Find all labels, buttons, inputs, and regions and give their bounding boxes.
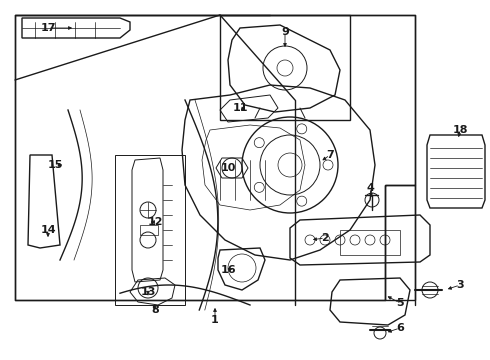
Text: 18: 18 [452,125,468,135]
Text: 11: 11 [232,103,248,113]
Text: 13: 13 [140,287,156,297]
Text: 10: 10 [220,163,236,173]
Text: 5: 5 [396,298,404,308]
Text: 1: 1 [211,315,219,325]
Text: 8: 8 [151,305,159,315]
Text: 17: 17 [40,23,56,33]
Text: 7: 7 [326,150,334,160]
Text: 14: 14 [40,225,56,235]
Text: 12: 12 [147,217,163,227]
Text: 16: 16 [220,265,236,275]
Text: 2: 2 [321,233,329,243]
Text: 6: 6 [396,323,404,333]
Text: 9: 9 [281,27,289,37]
Text: 15: 15 [48,160,63,170]
Text: 3: 3 [456,280,464,290]
Text: 4: 4 [366,183,374,193]
